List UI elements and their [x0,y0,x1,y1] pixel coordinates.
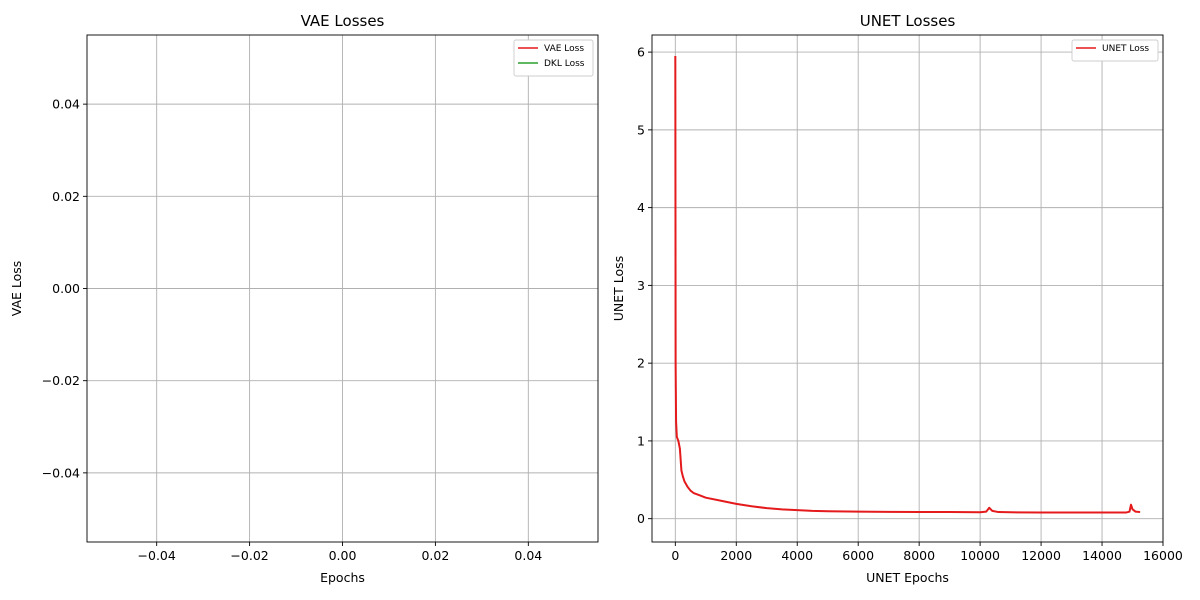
chart0-x-tick-label-3: 0.02 [421,548,449,563]
chart0-y-tick-label-4: 0.04 [52,97,80,112]
chart1-legend-label-0: UNET Loss [1102,44,1149,54]
chart1-legend: UNET Loss [1071,39,1159,62]
chart0-x-tick-label-0: −0.04 [138,548,176,563]
chart1-plot-area [652,35,1163,542]
chart1-x-tick-label-8: 16000 [1143,548,1183,563]
chart1-series-line-0 [674,55,1141,514]
chart0-x-axis-label: Epochs [320,570,365,585]
chart1-y-tick-label-4: 4 [637,200,645,215]
chart1-panel: 0 2000 4000 6000 8000 10000 12000 14000 16000 0 1 2… [611,12,1183,585]
chart0-y-tick-label-2: 0.00 [52,281,80,296]
chart1-x-tick-label-3: 6000 [842,548,874,563]
chart0-legend-label-0: VAE Loss [544,44,584,54]
chart1-axes-frame [651,34,1164,543]
chart1-y-tick-label-1: 1 [637,433,645,448]
chart1-x-tick-label-5: 10000 [960,548,1000,563]
chart1-x-tick-label-0: 0 [671,548,679,563]
chart0-y-tick-label-0: −0.04 [42,465,80,480]
chart0-y-axis-label: VAE Loss [9,261,24,317]
chart1-y-tick-label-6: 6 [637,45,645,60]
chart1-y-tick-label-5: 5 [637,122,645,137]
chart1-x-tick-label-2: 4000 [781,548,813,563]
chart0-legend: VAE Loss DKL Loss [513,39,594,77]
chart0-x-tick-label-1: −0.02 [230,548,268,563]
chart1-x-tick-label-6: 12000 [1021,548,1061,563]
chart0-title: VAE Losses [301,12,385,30]
chart1-x-tick-label-4: 8000 [903,548,935,563]
chart1-title: UNET Losses [860,12,956,30]
chart1-y-tick-label-2: 2 [637,356,645,371]
chart1-x-tick-label-1: 2000 [720,548,752,563]
chart0-legend-box [513,39,594,77]
chart1-y-tick-label-0: 0 [637,511,645,526]
chart0-y-tick-label-1: −0.02 [42,373,80,388]
chart0-y-tick-label-3: 0.02 [52,189,80,204]
chart1-x-tick-label-7: 14000 [1082,548,1122,563]
chart0-x-tick-label-4: 0.04 [514,548,542,563]
chart1-legend-box [1071,39,1159,62]
chart0-legend-label-1: DKL Loss [544,59,585,69]
chart0-panel: −0.04 −0.02 0.00 0.02 0.04 −0.04 −0.02 0.00 0.02… [9,12,599,585]
chart1-y-axis-label: UNET Loss [611,256,626,321]
chart1-x-axis-label: UNET Epochs [866,570,949,585]
chart0-x-tick-label-2: 0.00 [329,548,357,563]
chart1-y-tick-label-3: 3 [637,278,645,293]
